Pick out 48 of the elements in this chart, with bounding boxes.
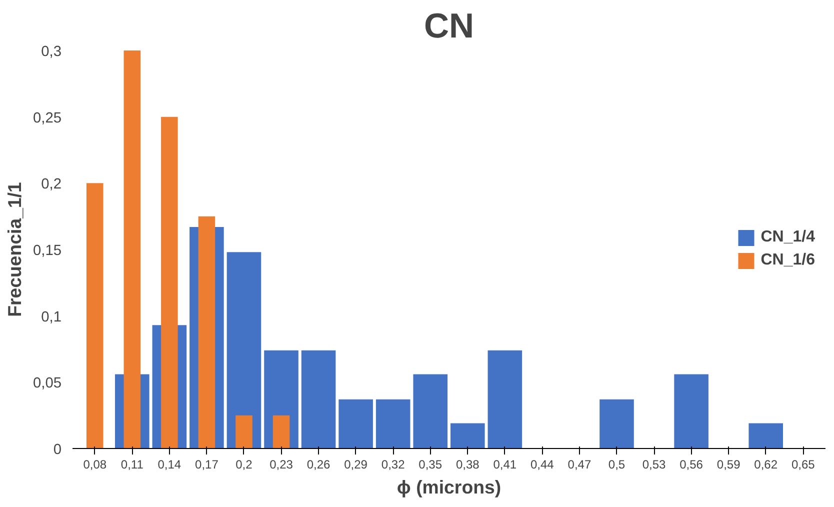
x-tick-label: 0,41 bbox=[493, 458, 517, 472]
y-tick-label: 0,2 bbox=[41, 176, 62, 193]
bar bbox=[674, 374, 708, 448]
x-tick-label: 0,2 bbox=[236, 458, 253, 472]
x-tick-label: 0,44 bbox=[530, 458, 554, 472]
x-tick-label: 0,56 bbox=[680, 458, 704, 472]
x-axis-title: ϕ (microns) bbox=[396, 476, 502, 498]
x-tick-label: 0,17 bbox=[195, 458, 219, 472]
bar bbox=[413, 374, 448, 448]
bar bbox=[226, 252, 262, 448]
x-tick-label: 0,26 bbox=[306, 458, 331, 472]
x-tick-label: 0,08 bbox=[83, 458, 107, 472]
bar bbox=[272, 415, 290, 448]
bar bbox=[301, 350, 336, 448]
bar bbox=[86, 183, 104, 448]
x-tick-label: 0,35 bbox=[418, 458, 442, 472]
y-axis-title: Frecuencia_1/1 bbox=[4, 182, 25, 317]
bar bbox=[124, 50, 141, 448]
x-tick-label: 0,5 bbox=[608, 458, 626, 472]
y-tick-label: 0,15 bbox=[32, 243, 62, 259]
x-tick-label: 0,62 bbox=[754, 458, 778, 472]
bar bbox=[198, 216, 216, 448]
legend-label: CN_1/6 bbox=[760, 252, 815, 270]
x-tick-label: 0,11 bbox=[120, 458, 144, 472]
x-tick-label: 0,65 bbox=[791, 458, 816, 472]
bar bbox=[450, 423, 485, 448]
x-tick-label: 0,32 bbox=[381, 458, 406, 472]
legend-label: CN_1/4 bbox=[760, 228, 815, 246]
x-tick-label: 0,59 bbox=[716, 458, 741, 472]
bar bbox=[161, 116, 178, 448]
bar bbox=[338, 399, 373, 448]
x-tick-label: 0,47 bbox=[568, 458, 592, 472]
x-tick-label: 0,29 bbox=[344, 458, 368, 472]
x-tick-label: 0,53 bbox=[642, 458, 666, 472]
x-tick-label: 0,23 bbox=[270, 458, 294, 472]
y-tick-label: 0,25 bbox=[32, 110, 62, 126]
bar bbox=[748, 423, 784, 448]
x-tick-label: 0,14 bbox=[158, 458, 182, 472]
y-tick-label: 0,05 bbox=[32, 376, 62, 392]
y-tick-label: 0,3 bbox=[41, 44, 62, 60]
bar bbox=[600, 399, 634, 448]
x-tick-label: 0,38 bbox=[456, 458, 480, 472]
bar bbox=[488, 350, 522, 448]
y-tick-label: 0 bbox=[53, 442, 62, 458]
chart-title: CN bbox=[424, 8, 474, 46]
y-tick-label: 0,1 bbox=[41, 309, 62, 326]
bar bbox=[236, 415, 252, 448]
bar bbox=[376, 399, 410, 448]
